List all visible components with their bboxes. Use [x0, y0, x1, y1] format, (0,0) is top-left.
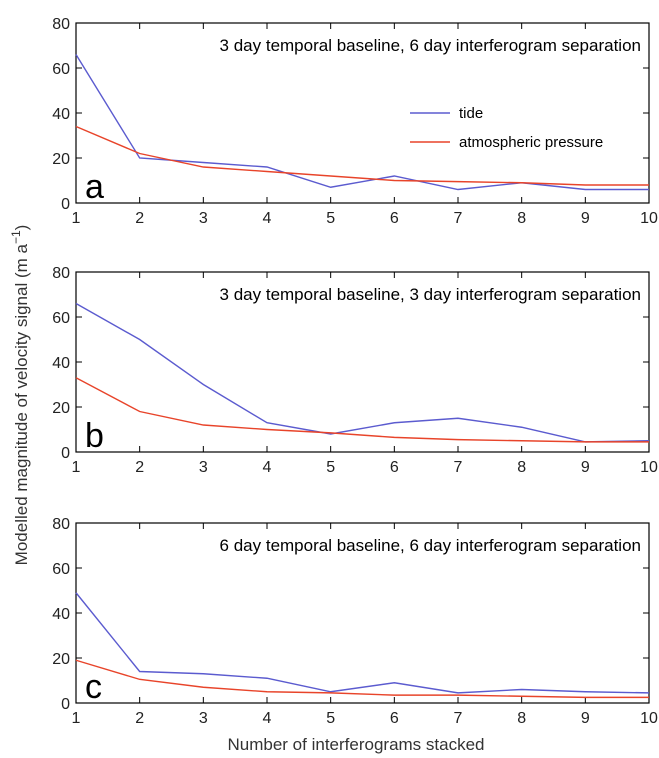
x-tick-label: 8	[517, 210, 526, 227]
y-tick-label: 0	[61, 196, 70, 213]
y-tick-label: 60	[52, 561, 70, 578]
panel-title: 6 day temporal baseline, 6 day interfero…	[220, 536, 641, 555]
series-line-tide	[75, 302, 650, 443]
legend-label: tide	[459, 105, 483, 122]
panel-letter: a	[85, 168, 104, 206]
x-tick-label: 8	[517, 710, 526, 727]
x-tick-label: 2	[135, 459, 144, 476]
legend-label: atmospheric pressure	[459, 134, 603, 151]
y-tick-label: 0	[61, 696, 70, 713]
x-tick-label: 9	[581, 210, 590, 227]
y-tick-label: 0	[61, 445, 70, 462]
y-tick-label: 20	[52, 151, 70, 168]
y-axis-label-superscript: −1	[9, 230, 23, 244]
panel-letter: b	[85, 417, 104, 455]
y-tick-label: 20	[52, 400, 70, 417]
x-tick-label: 3	[199, 210, 208, 227]
x-tick-label: 10	[640, 210, 658, 227]
series-line-atmospheric-pressure	[75, 659, 649, 699]
series-line-atmospheric-pressure	[75, 125, 649, 186]
x-tick-label: 5	[326, 210, 335, 227]
y-tick-label: 40	[52, 606, 70, 623]
x-tick-label: 6	[390, 210, 399, 227]
y-tick-label: 80	[52, 516, 70, 533]
x-tick-label: 3	[199, 459, 208, 476]
x-tick-label: 10	[640, 459, 658, 476]
y-axis-label: Modelled magnitude of velocity signal (m…	[9, 225, 31, 566]
x-tick-label: 5	[326, 459, 335, 476]
x-tick-label: 3	[199, 710, 208, 727]
x-tick-label: 8	[517, 459, 526, 476]
y-tick-label: 60	[52, 310, 70, 327]
y-tick-label: 40	[52, 355, 70, 372]
x-tick-label: 2	[135, 710, 144, 727]
y-tick-label: 80	[52, 16, 70, 33]
x-tick-label: 1	[72, 210, 81, 227]
y-tick-label: 20	[52, 651, 70, 668]
y-tick-label: 40	[52, 106, 70, 123]
x-tick-label: 1	[72, 459, 81, 476]
panel-letter: c	[85, 668, 102, 706]
y-tick-label: 80	[52, 265, 70, 282]
panel-title: 3 day temporal baseline, 3 day interfero…	[220, 285, 641, 304]
x-tick-label: 4	[263, 210, 272, 227]
chart-panel-a: 0 20 40 60 80 1 2 3 4 5 6 7 8 9 10 3 day temporal basel…	[52, 16, 658, 227]
x-tick-label: 7	[454, 459, 463, 476]
chart-panel-b: 0 20 40 60 80 1 2 3 4 5 6 7 8 9 10 3 day temporal basel…	[52, 265, 658, 476]
series-line-atmospheric-pressure	[75, 377, 649, 443]
panel-title: 3 day temporal baseline, 6 day interfero…	[220, 36, 641, 55]
series-line-tide	[75, 54, 649, 191]
x-tick-label: 5	[326, 710, 335, 727]
series-line-tide	[75, 592, 650, 694]
y-axis-label-main: Modelled magnitude of velocity signal (m…	[12, 244, 31, 566]
x-tick-label: 9	[581, 459, 590, 476]
x-tick-label: 2	[135, 210, 144, 227]
chart-panel-c: 0 20 40 60 80 1 2 3 4 5 6 7 8 9 10 6 day temporal basel…	[52, 516, 658, 727]
x-tick-label: 7	[454, 710, 463, 727]
x-tick-label: 10	[640, 710, 658, 727]
x-tick-label: 6	[390, 459, 399, 476]
x-axis-label: Number of interferograms stacked	[228, 735, 485, 754]
x-tick-label: 4	[263, 710, 272, 727]
x-tick-label: 6	[390, 710, 399, 727]
x-tick-label: 7	[454, 210, 463, 227]
y-tick-label: 60	[52, 61, 70, 78]
y-axis-label-close: )	[12, 225, 31, 231]
x-tick-label: 1	[72, 710, 81, 727]
x-tick-label: 4	[263, 459, 272, 476]
x-tick-label: 9	[581, 710, 590, 727]
